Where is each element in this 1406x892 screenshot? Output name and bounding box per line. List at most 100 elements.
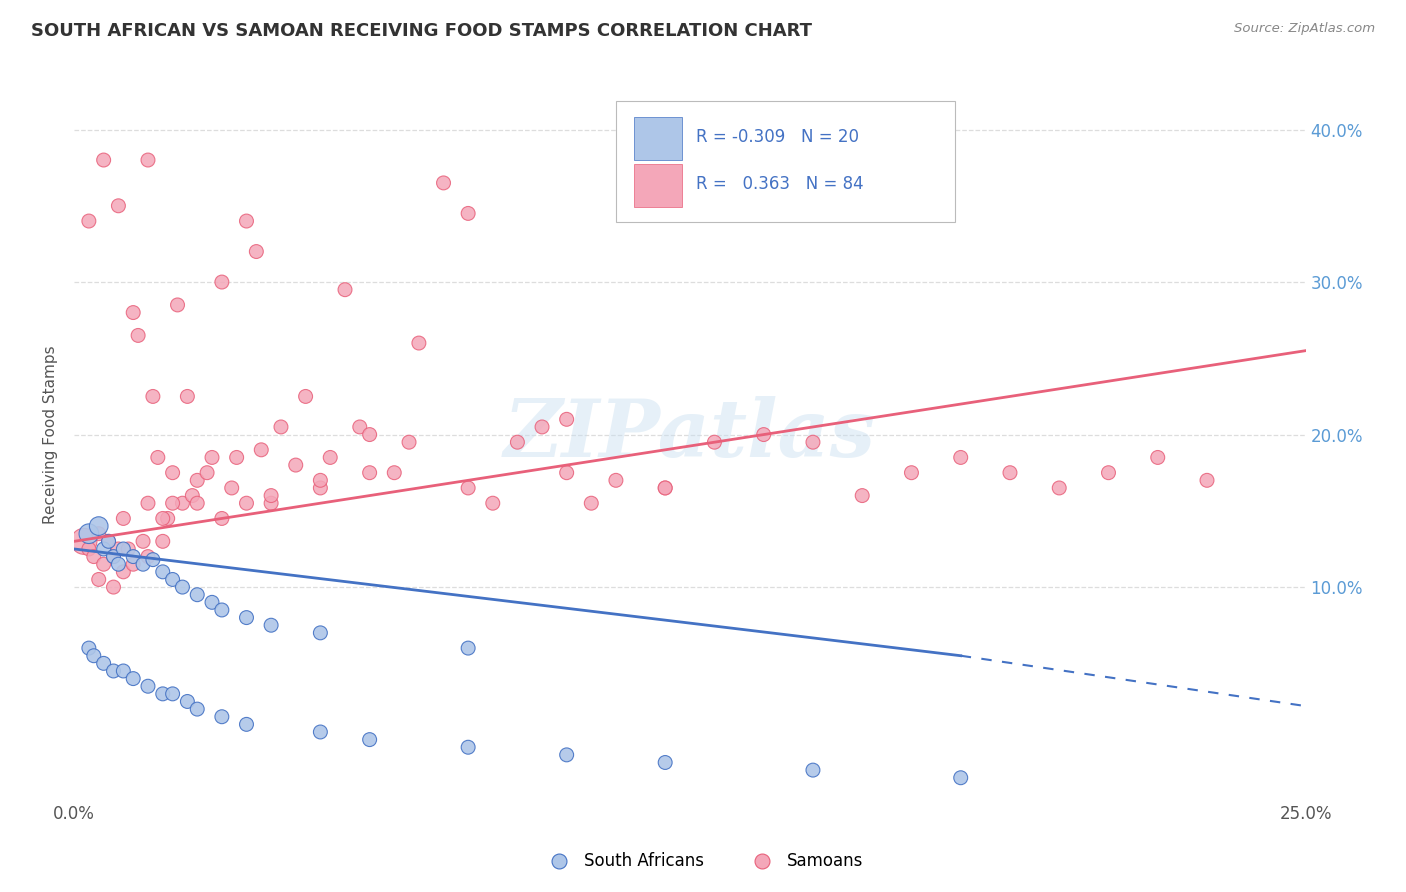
Point	[87, 526, 110, 541]
Text: ZIPatlas: ZIPatlas	[503, 396, 876, 474]
Point	[309, 473, 332, 487]
Point	[112, 664, 135, 678]
Point	[117, 541, 139, 556]
Point	[181, 489, 204, 503]
Point	[136, 153, 159, 167]
Point	[73, 534, 96, 549]
Point	[211, 710, 233, 724]
Point	[235, 717, 257, 731]
Point	[555, 747, 578, 762]
Point	[122, 305, 145, 319]
Point	[250, 442, 273, 457]
Point	[752, 427, 775, 442]
Point	[107, 541, 129, 556]
Point	[309, 625, 332, 640]
Point	[654, 481, 676, 495]
Point	[457, 206, 479, 220]
Point	[260, 489, 283, 503]
Point	[122, 549, 145, 564]
Legend: South Africans, Samoans: South Africans, Samoans	[536, 846, 870, 877]
Point	[103, 549, 125, 564]
Point	[186, 473, 208, 487]
Point	[93, 558, 115, 572]
Point	[112, 565, 135, 579]
Point	[555, 466, 578, 480]
Point	[186, 588, 208, 602]
Point	[142, 389, 165, 403]
Point	[260, 618, 283, 632]
Point	[77, 541, 100, 556]
Point	[555, 412, 578, 426]
Point	[235, 610, 257, 624]
Point	[186, 496, 208, 510]
Point	[294, 389, 316, 403]
Point	[851, 489, 873, 503]
Point	[408, 336, 430, 351]
Point	[900, 466, 922, 480]
Point	[162, 466, 184, 480]
Point	[506, 435, 529, 450]
Point	[146, 450, 169, 465]
Point	[201, 450, 224, 465]
Point	[136, 679, 159, 693]
Point	[103, 549, 125, 564]
Point	[132, 534, 155, 549]
Point	[172, 580, 194, 594]
Point	[112, 541, 135, 556]
Point	[103, 664, 125, 678]
Point	[211, 511, 233, 525]
Point	[270, 420, 292, 434]
Point	[93, 153, 115, 167]
Point	[93, 541, 115, 556]
Point	[382, 466, 405, 480]
Point	[359, 732, 381, 747]
Point	[1195, 473, 1218, 487]
Point	[432, 176, 454, 190]
Point	[83, 549, 105, 564]
Point	[801, 763, 824, 777]
Point	[1146, 450, 1168, 465]
Point	[162, 496, 184, 510]
Point	[122, 558, 145, 572]
Point	[83, 648, 105, 663]
Point	[245, 244, 267, 259]
Point	[136, 549, 159, 564]
Point	[998, 466, 1021, 480]
Text: R = -0.309   N = 20: R = -0.309 N = 20	[696, 128, 859, 146]
Point	[136, 496, 159, 510]
Point	[1097, 466, 1119, 480]
Point	[152, 511, 174, 525]
FancyBboxPatch shape	[634, 164, 682, 207]
Point	[225, 450, 247, 465]
Text: R =   0.363   N = 84: R = 0.363 N = 84	[696, 175, 863, 194]
Point	[359, 427, 381, 442]
Point	[87, 573, 110, 587]
Point	[103, 580, 125, 594]
Point	[201, 595, 224, 609]
Point	[349, 420, 371, 434]
Text: Source: ZipAtlas.com: Source: ZipAtlas.com	[1234, 22, 1375, 36]
Point	[211, 603, 233, 617]
Point	[112, 511, 135, 525]
Point	[309, 725, 332, 739]
Point	[457, 481, 479, 495]
Point	[801, 435, 824, 450]
Point	[107, 199, 129, 213]
Point	[152, 565, 174, 579]
Point	[152, 534, 174, 549]
Point	[703, 435, 725, 450]
Point	[581, 496, 603, 510]
Point	[949, 450, 972, 465]
Point	[211, 275, 233, 289]
Point	[87, 519, 110, 533]
Point	[122, 672, 145, 686]
Point	[949, 771, 972, 785]
Point	[235, 214, 257, 228]
Point	[77, 214, 100, 228]
Point	[142, 552, 165, 566]
Point	[186, 702, 208, 716]
Point	[77, 526, 100, 541]
Point	[309, 481, 332, 495]
Point	[654, 756, 676, 770]
Point	[152, 687, 174, 701]
